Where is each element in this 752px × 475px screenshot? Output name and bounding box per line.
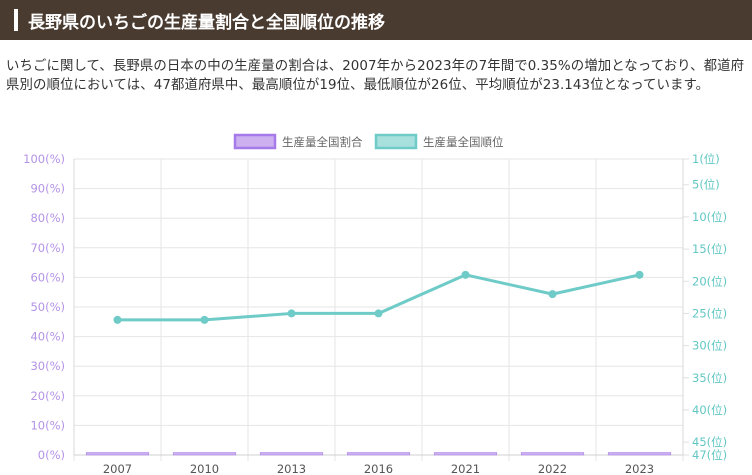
page-title: 長野県のいちごの生産量割合と全国順位の推移 — [28, 12, 385, 33]
x-tick-label: 2023 — [625, 462, 654, 475]
x-tick-label: 2007 — [103, 462, 132, 475]
y-left-tick-label: 80(%) — [30, 211, 65, 225]
y-right-tick-label: 30(位) — [692, 339, 727, 353]
share-bar — [172, 452, 237, 456]
y-left-tick-label: 60(%) — [30, 270, 65, 284]
share-bar — [433, 452, 498, 456]
x-tick-label: 2013 — [277, 462, 306, 475]
y-left-tick-label: 30(%) — [30, 359, 65, 373]
y-left-tick-label: 50(%) — [30, 300, 65, 314]
y-right-tick-label: 25(位) — [692, 306, 727, 320]
x-tick-label: 2022 — [538, 462, 567, 475]
y-left-tick-label: 100(%) — [23, 152, 65, 166]
y-right-tick-label: 20(位) — [692, 274, 727, 288]
rank-point — [635, 270, 644, 279]
y-right-tick-label: 35(位) — [692, 371, 727, 385]
description-text: いちごに関して、長野県の日本の中の生産量の割合は、2007年から2023年の7年… — [6, 59, 745, 93]
rank-point — [461, 270, 470, 279]
x-tick-label: 2010 — [190, 462, 219, 475]
y-right-tick-label: 15(位) — [692, 242, 727, 256]
rank-point — [287, 309, 296, 318]
y-left-tick-label: 90(%) — [30, 182, 65, 196]
title-bar: 長野県のいちごの生産量割合と全国順位の推移 — [0, 0, 752, 40]
share-rank-chart: 100(%) 90(%) 80(%) 70(%) 60(%) 50(%) 40(%) 30(%… — [23, 133, 727, 475]
share-bar — [346, 452, 411, 456]
y-left-tick-label: 20(%) — [30, 389, 65, 403]
share-bar — [85, 452, 150, 456]
share-bar — [607, 452, 672, 456]
y-right-tick-label: 40(位) — [692, 403, 727, 417]
legend-swatch-share — [233, 133, 277, 150]
y-right-tick-label: 45(位) — [692, 435, 727, 449]
rank-point — [374, 309, 383, 318]
legend-swatch-rank — [374, 133, 418, 150]
y-right-tick-label: 1(位) — [692, 152, 720, 166]
rank-point — [548, 290, 557, 299]
y-right-tick-label: 47(位) — [692, 448, 727, 462]
y-left-tick-label: 40(%) — [30, 330, 65, 344]
title-accent-bar — [14, 9, 18, 31]
y-left-tick-label: 10(%) — [30, 418, 65, 432]
y-left-tick-label: 70(%) — [30, 241, 65, 255]
share-bar — [520, 452, 585, 456]
rank-point — [113, 315, 122, 324]
y-right-tick-label: 10(位) — [692, 210, 727, 224]
x-tick-label: 2021 — [451, 462, 480, 475]
y-right-tick-label: 5(位) — [692, 178, 720, 192]
rank-point — [200, 315, 209, 324]
share-bar — [259, 452, 324, 456]
legend-label-share: 生産量全国割合 — [282, 135, 363, 149]
x-tick-label: 2016 — [364, 462, 393, 475]
legend-label-rank: 生産量全国順位 — [423, 135, 504, 149]
y-left-tick-label: 0(%) — [38, 448, 65, 462]
